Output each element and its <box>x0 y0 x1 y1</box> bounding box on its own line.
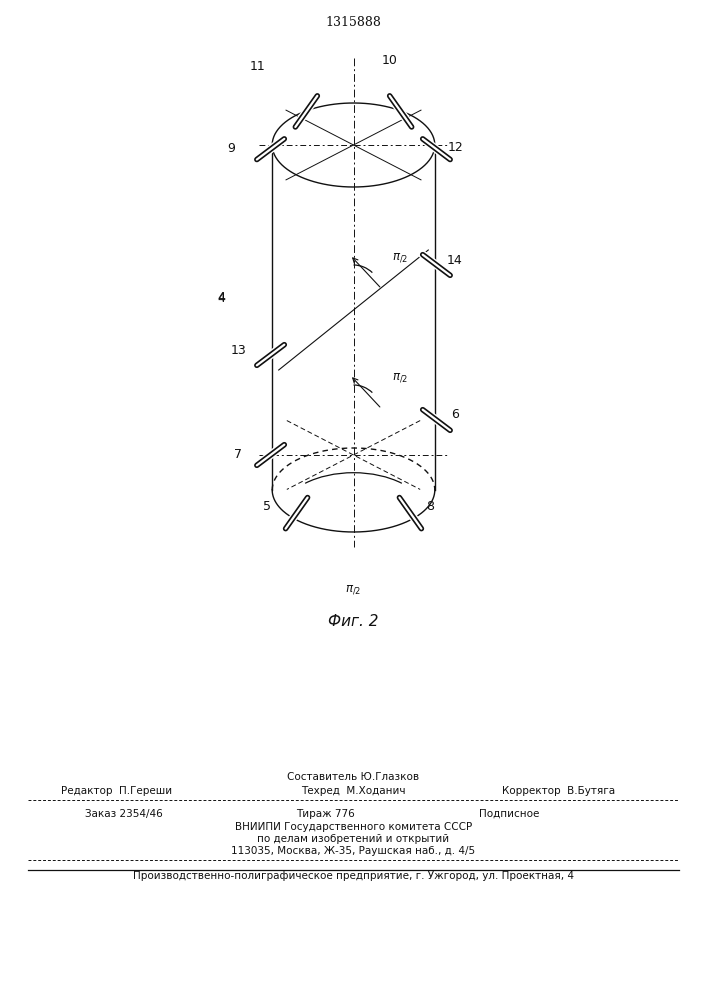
Text: 13: 13 <box>230 344 246 357</box>
Text: 12: 12 <box>448 141 464 154</box>
Text: Подписное: Подписное <box>479 809 539 819</box>
Text: Производственно-полиграфическое предприятие, г. Ужгород, ул. Проектная, 4: Производственно-полиграфическое предприя… <box>133 871 574 881</box>
Text: Тираж 776: Тираж 776 <box>296 809 355 819</box>
Text: 8: 8 <box>426 500 433 513</box>
Text: 4: 4 <box>217 292 226 305</box>
Text: 6: 6 <box>450 408 459 422</box>
Text: $\pi_{/2}$: $\pi_{/2}$ <box>392 250 409 263</box>
Text: 9: 9 <box>227 142 235 155</box>
Text: $\pi_{/2}$: $\pi_{/2}$ <box>346 583 361 596</box>
Text: 5: 5 <box>263 500 271 513</box>
Text: 7: 7 <box>234 448 243 462</box>
Text: 113035, Москва, Ж-35, Раушская наб., д. 4/5: 113035, Москва, Ж-35, Раушская наб., д. … <box>231 846 476 856</box>
Text: Составитель Ю.Глазков: Составитель Ю.Глазков <box>288 772 419 782</box>
Text: Техред  М.Ходанич: Техред М.Ходанич <box>301 786 406 796</box>
Text: 10: 10 <box>382 54 398 68</box>
Text: 4: 4 <box>217 291 226 304</box>
Text: Корректор  В.Бутяга: Корректор В.Бутяга <box>502 786 615 796</box>
Text: 1315888: 1315888 <box>325 15 382 28</box>
Text: ВНИИПИ Государственного комитета СССР: ВНИИПИ Государственного комитета СССР <box>235 822 472 832</box>
Text: по делам изобретений и открытий: по делам изобретений и открытий <box>257 834 450 844</box>
Text: Заказ 2354/46: Заказ 2354/46 <box>85 809 163 819</box>
Text: Редактор  П.Гереши: Редактор П.Гереши <box>61 786 173 796</box>
Text: 11: 11 <box>250 60 266 74</box>
Text: Фиг. 2: Фиг. 2 <box>328 614 379 629</box>
Text: 14: 14 <box>447 253 462 266</box>
Text: $\pi_{/2}$: $\pi_{/2}$ <box>392 370 409 383</box>
